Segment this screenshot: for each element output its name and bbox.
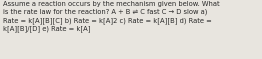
Text: Assume a reaction occurs by the mechanism given below. What
is the rate law for : Assume a reaction occurs by the mechanis… <box>3 1 220 32</box>
